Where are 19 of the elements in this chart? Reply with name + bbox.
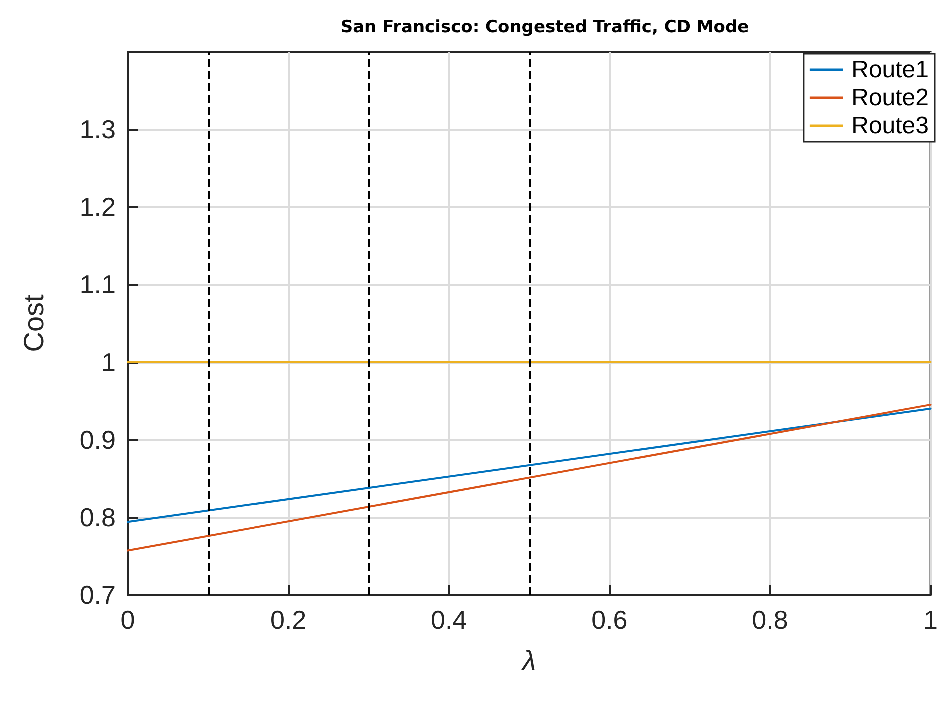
y-tick-label: 1 [102,347,116,378]
x-tick-label: 0.8 [752,605,788,635]
y-tick-label: 1.1 [80,270,116,300]
y-tick-label: 0.8 [80,502,116,532]
x-axis-title: λ [520,646,536,676]
y-tick-label: 1.3 [80,114,116,145]
x-tick-label: 0.2 [270,605,307,635]
x-tick-label: 0 [120,605,136,635]
x-tick-label: 0.4 [431,605,468,635]
x-tick-label: 1 [924,605,938,635]
y-axis-title: Cost [18,294,50,352]
x-tick-label: 0.6 [592,605,628,635]
y-tick-label: 0.7 [80,580,116,610]
legend-label: Route2 [852,84,929,112]
y-tick-label: 1.2 [80,192,116,222]
chart-title: San Francisco: Congested Traffic, CD Mode [340,18,750,38]
legend-label: Route3 [852,112,929,140]
legend-label: Route1 [852,56,929,84]
y-tick-label: 0.9 [80,424,116,455]
